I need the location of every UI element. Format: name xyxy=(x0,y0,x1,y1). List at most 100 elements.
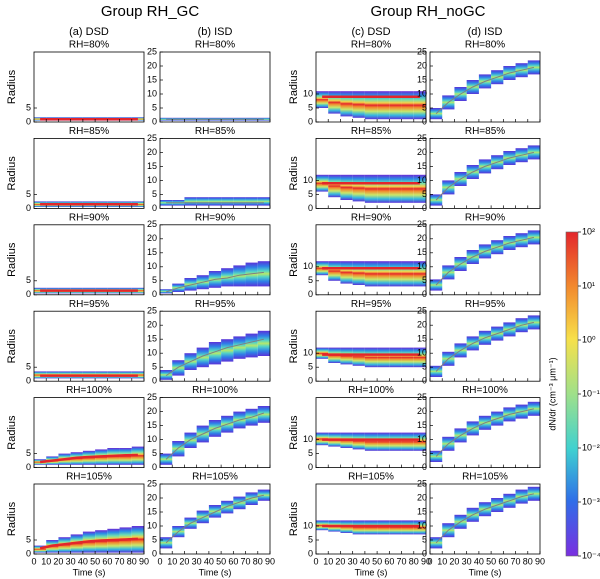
y-tick-label: 0 xyxy=(152,548,157,558)
panel-title: RH=85% xyxy=(69,126,109,137)
center-line xyxy=(39,453,138,464)
panel-title: RH=85% xyxy=(351,126,391,137)
heat-cell xyxy=(160,289,173,294)
panel-frame xyxy=(159,51,271,123)
x-tick-label: 40 xyxy=(78,556,88,566)
y-tick-label: 15 xyxy=(417,161,427,171)
y-tick-label: 0 xyxy=(422,548,427,558)
x-tick-label: 60 xyxy=(384,556,394,566)
x-tick-label: 60 xyxy=(228,556,238,566)
x-tick-label: 90 xyxy=(535,556,545,566)
x-tick-label: 0 xyxy=(31,556,36,566)
panel-frame xyxy=(429,310,541,382)
y-tick-label: 5 xyxy=(308,189,313,199)
colorbar xyxy=(565,231,579,557)
center-line xyxy=(165,271,264,293)
y-tick-label: 0 xyxy=(422,462,427,472)
heat-cell xyxy=(413,174,426,203)
panel-frame xyxy=(315,483,427,555)
y-axis-label: Radius xyxy=(288,156,300,191)
x-tick-label: 70 xyxy=(511,556,521,566)
center-line xyxy=(435,408,535,457)
x-tick-label: 10 xyxy=(167,556,177,566)
center-line xyxy=(435,66,535,114)
heat-cell xyxy=(328,174,341,198)
heat-cell xyxy=(340,261,353,284)
panel-frame xyxy=(315,310,427,382)
y-tick-label: 5 xyxy=(26,189,31,199)
y-tick-label: 20 xyxy=(147,492,157,502)
y-tick-label: 10 xyxy=(417,348,427,358)
heat-cell xyxy=(377,261,390,287)
y-tick-label: 20 xyxy=(417,147,427,157)
y-tick-label: 0 xyxy=(308,289,313,299)
heat-cell xyxy=(172,360,185,376)
x-axis-label: Time (s) xyxy=(73,567,106,577)
y-tick-label: 0 xyxy=(308,548,313,558)
y-axis-label: Radius xyxy=(288,69,300,104)
heat-cell xyxy=(377,520,390,535)
x-tick-label: 30 xyxy=(192,556,202,566)
panel-frame xyxy=(159,310,271,382)
heat-cell xyxy=(389,261,402,287)
y-tick-label: 15 xyxy=(147,420,157,430)
y-tick-label: 0 xyxy=(152,462,157,472)
heat-cell xyxy=(257,330,270,356)
heat-cell xyxy=(352,347,365,366)
y-tick-label: 0 xyxy=(26,376,31,386)
heat-cell xyxy=(208,505,222,518)
y-tick-label: 20 xyxy=(147,233,157,243)
panel-title: RH=95% xyxy=(351,299,391,310)
x-tick-label: 70 xyxy=(397,556,407,566)
y-tick-label: 15 xyxy=(417,74,427,84)
heat-cell xyxy=(413,347,426,368)
y-tick-label: 0 xyxy=(308,462,313,472)
x-tick-label: 20 xyxy=(53,556,63,566)
heat-cell xyxy=(413,432,426,451)
x-axis-label: Time (s) xyxy=(355,567,388,577)
x-tick-label: 40 xyxy=(204,556,214,566)
x-tick-label: 30 xyxy=(462,556,472,566)
y-axis-label: Radius xyxy=(6,156,18,191)
y-axis-label: Radius xyxy=(288,329,300,364)
panel-title: RH=100% xyxy=(66,385,112,396)
heat-cell xyxy=(233,336,246,359)
heat-cell xyxy=(184,278,197,291)
x-tick-label: 30 xyxy=(348,556,358,566)
heat-cell xyxy=(245,197,258,206)
y-axis-label: Radius xyxy=(288,415,300,450)
heat-cell xyxy=(352,520,365,535)
y-tick-label: 25 xyxy=(147,46,157,56)
panel-title: RH=100% xyxy=(192,385,238,396)
heat-cell xyxy=(184,197,197,206)
heat-cell xyxy=(184,432,197,448)
y-tick-label: 0 xyxy=(26,116,31,126)
heat-cell xyxy=(364,261,378,287)
y-tick-label: 0 xyxy=(26,289,31,299)
y-tick-label: 25 xyxy=(147,219,157,229)
heat-cell xyxy=(340,174,353,200)
y-tick-label: 25 xyxy=(417,219,427,229)
y-axis-label: Radius xyxy=(6,242,18,277)
heat-cell xyxy=(196,510,209,524)
y-tick-label: 0 xyxy=(26,462,31,472)
colorbar-tick-label: 10⁰ xyxy=(582,334,596,344)
heat-cell xyxy=(377,347,390,368)
panel-frame xyxy=(159,224,271,296)
y-tick-label: 0 xyxy=(26,203,31,213)
x-tick-label: 10 xyxy=(41,556,51,566)
panel-title: RH=100% xyxy=(348,385,394,396)
colorbar-tick-label: 10⁻³ xyxy=(582,496,600,506)
heat-cell xyxy=(196,197,209,206)
panel-frame xyxy=(315,397,427,469)
panel-title: RH=105% xyxy=(462,472,508,483)
panel-title: RH=95% xyxy=(465,299,505,310)
y-tick-label: 0 xyxy=(308,116,313,126)
y-tick-label: 25 xyxy=(417,46,427,56)
y-tick-label: 5 xyxy=(422,102,427,112)
heat-cell xyxy=(221,268,234,287)
column-title: (d) ISD xyxy=(468,26,503,38)
panel-title: RH=80% xyxy=(69,40,109,51)
y-tick-label: 5 xyxy=(26,275,31,285)
heat-cell xyxy=(377,432,390,451)
